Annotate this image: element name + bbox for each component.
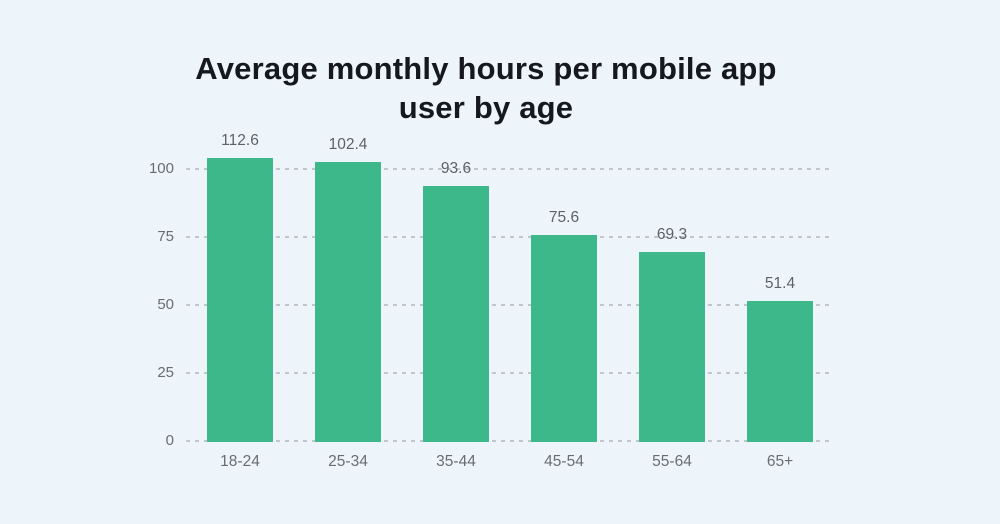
x-axis-label-55-64: 55-64 (652, 453, 692, 470)
bar-18-24 (207, 158, 273, 442)
gridline-y-50 (186, 303, 834, 306)
y-axis-tick-25: 25 (157, 363, 174, 381)
y-axis-tick-75: 75 (157, 227, 174, 245)
gridline-y-75 (186, 235, 834, 238)
bar-45-54 (531, 235, 597, 442)
bar-value-label-35-44: 93.6 (440, 160, 472, 178)
gridline-y-0 (186, 440, 834, 442)
gridline-y-25 (186, 371, 834, 374)
bar-value-label-25-34: 102.4 (328, 136, 368, 154)
bar-value-label-65+: 51.4 (764, 275, 796, 293)
x-axis-label-35-44: 35-44 (436, 453, 476, 470)
bar-25-34 (315, 162, 381, 442)
y-axis-tick-50: 50 (157, 295, 174, 313)
x-axis-label-18-24: 18-24 (220, 453, 260, 470)
x-axis-label-65+: 65+ (766, 453, 794, 470)
gridline-y-100 (186, 167, 834, 170)
y-axis-tick-0: 0 (165, 432, 174, 449)
y-axis-tick-100: 100 (148, 159, 174, 177)
chart-title: Average monthly hours per mobile app use… (36, 49, 936, 127)
x-axis-label-25-34: 25-34 (328, 453, 368, 470)
bar-value-label-55-64: 69.3 (656, 226, 688, 244)
chart-title-line-1: Average monthly hours per mobile app (195, 51, 777, 86)
chart-title-line-2: user by age (398, 90, 574, 125)
bar-35-44 (423, 186, 489, 442)
bar-value-label-45-54: 75.6 (548, 209, 580, 227)
bar-55-64 (639, 252, 705, 442)
bar-value-label-18-24: 112.6 (221, 132, 259, 149)
bar-65+ (747, 301, 813, 442)
x-axis-label-45-54: 45-54 (544, 453, 584, 470)
